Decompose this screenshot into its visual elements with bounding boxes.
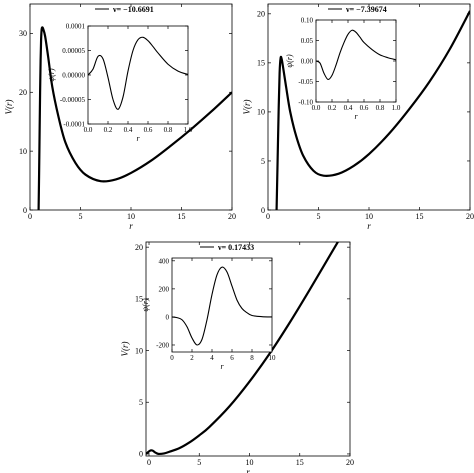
inset-xtick-label: 1.0 (392, 104, 401, 112)
main-xtick-label: 20 (346, 458, 354, 467)
inset-panel-2: 0.0 0.2 0.4 0.6 0.8 1.0 -0.10 -0.05 0.00 0.05 0.10… (285, 16, 401, 121)
main-ytick-label: 10 (135, 346, 143, 355)
main-xtick-label: 15 (178, 212, 186, 221)
inset-y-axis-label: ψ(r) (141, 298, 150, 312)
inset-xtick-label: 1.0 (184, 126, 193, 134)
inset-ytick-label: 0.00 (301, 57, 314, 65)
main-xtick-label: 10 (127, 212, 135, 221)
main-ytick-label: 0 (139, 450, 143, 459)
main-xtick-label: 5 (79, 212, 83, 221)
main-ytick-label: 15 (257, 59, 265, 68)
main-ytick-label: 20 (135, 243, 143, 252)
inset-ytick-label: 0.0001 (66, 22, 86, 30)
main-xtick-label: 20 (466, 212, 474, 221)
main-series-line (275, 10, 470, 210)
chart-panel-2: 0 5 10 15 20 0 5 10 15 20 r V(r) 0.0 0.2 0.4 0.6 0.8 1.0 -… (242, 3, 474, 231)
legend: ν= −7.39674 (328, 5, 387, 14)
legend: ν= 0.17433 (200, 243, 254, 252)
inset-xtick-label: 0.8 (376, 104, 385, 112)
inset-ytick-label: 400 (159, 257, 170, 265)
main-xtick-label: 15 (296, 458, 304, 467)
main-y-axis-label: V(r) (242, 100, 252, 115)
inset-series-line (172, 266, 272, 346)
main-series-line (37, 26, 232, 210)
inset-ytick-label: -0.05 (298, 78, 313, 86)
inset-panel-1: 0.0 0.2 0.4 0.6 0.8 1.0 -0.0001 -0.00005 0.00000… (47, 22, 193, 143)
inset-ytick-label: -200 (156, 341, 169, 349)
inset-x-axis-label: r (220, 362, 224, 371)
main-xtick-label: 15 (416, 212, 424, 221)
main-ytick-label: 0 (261, 206, 265, 215)
main-y-axis-label: V(r) (120, 342, 130, 357)
main-ytick-label: 10 (19, 147, 27, 156)
inset-ytick-label: 200 (159, 285, 170, 293)
inset-y-axis-label: ψ(r) (47, 68, 56, 82)
inset-xtick-label: 0 (170, 354, 174, 362)
main-xtick-label: 0 (28, 212, 32, 221)
legend-label: ν= −10.6691 (112, 5, 154, 14)
inset-frame (171, 257, 273, 353)
main-x-axis-label: r (129, 221, 133, 231)
inset-xtick-label: 4 (210, 354, 214, 362)
main-y-axis-label: V(r) (4, 100, 14, 115)
main-x-axis-label: r (367, 221, 371, 231)
legend: ν= −10.6691 (95, 5, 154, 14)
legend-label: ν= 0.17433 (217, 243, 254, 252)
inset-ytick-label: 0.00005 (62, 47, 85, 55)
inset-ytick-label: 0.10 (301, 16, 314, 24)
main-ytick-label: 20 (19, 88, 27, 97)
inset-xtick-label: 0.6 (144, 126, 153, 134)
main-ytick-label: 0 (23, 206, 27, 215)
inset-ytick-label: 0.05 (301, 37, 314, 45)
inset-xtick-label: 8 (250, 354, 254, 362)
chart-panel-1: 0 5 10 15 20 0 10 20 30 r V(r) 0.0 0.2 0.4 0.6 0.8 1.0 -0… (4, 3, 236, 231)
main-xtick-label: 5 (197, 458, 201, 467)
inset-ytick-label: -0.00005 (60, 96, 86, 104)
inset-y-axis-label: ψ(r) (285, 54, 294, 68)
inset-xtick-label: 6 (230, 354, 234, 362)
inset-xtick-label: 0.4 (124, 126, 133, 134)
legend-label: ν= −7.39674 (345, 5, 387, 14)
main-ytick-label: 5 (261, 157, 265, 166)
inset-xtick-label: 0.0 (312, 104, 321, 112)
inset-series-line (88, 36, 188, 110)
main-xtick-label: 0 (147, 458, 151, 467)
inset-series-line (316, 29, 396, 81)
inset-frame (87, 25, 189, 125)
inset-xtick-label: 0.6 (360, 104, 369, 112)
inset-xtick-label: 0.2 (328, 104, 337, 112)
main-xtick-label: 10 (246, 458, 254, 467)
inset-xtick-label: 10 (269, 354, 277, 362)
main-xtick-label: 0 (266, 212, 270, 221)
main-xtick-label: 5 (317, 212, 321, 221)
inset-x-axis-label: r (354, 112, 358, 121)
main-xtick-label: 20 (228, 212, 236, 221)
inset-xtick-label: 0.0 (84, 126, 93, 134)
inset-xtick-label: 0.8 (164, 126, 173, 134)
inset-xtick-label: 0.2 (104, 126, 113, 134)
inset-ytick-label: 0 (166, 313, 170, 321)
inset-frame (315, 19, 397, 103)
main-xtick-label: 10 (365, 212, 373, 221)
inset-xtick-label: 0.4 (344, 104, 353, 112)
main-x-axis-label: r (246, 467, 250, 473)
main-ytick-label: 5 (139, 398, 143, 407)
inset-ytick-label: -0.10 (298, 98, 313, 106)
main-ytick-label: 10 (257, 108, 265, 117)
main-ytick-label: 15 (135, 295, 143, 304)
inset-ytick-label: -0.0001 (63, 120, 85, 128)
inset-x-axis-label: r (136, 134, 140, 143)
inset-xtick-label: 2 (190, 354, 194, 362)
main-series-line (146, 242, 340, 456)
main-ytick-label: 30 (19, 29, 27, 38)
main-ytick-label: 20 (257, 10, 265, 19)
inset-ytick-label: 0.00000 (62, 71, 85, 79)
